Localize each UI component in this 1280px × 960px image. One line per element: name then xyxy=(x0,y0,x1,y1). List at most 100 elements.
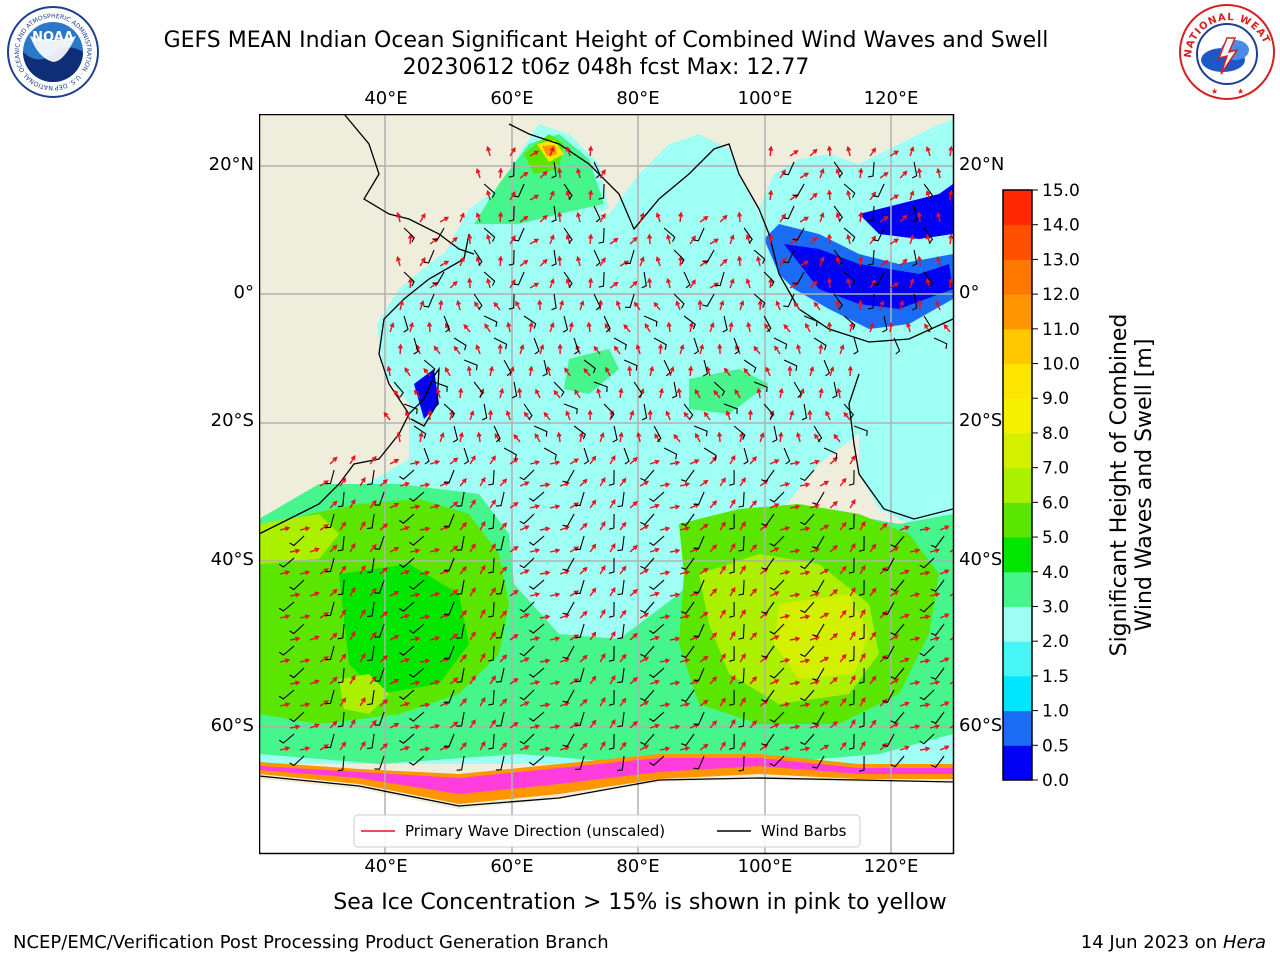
wind-barb xyxy=(399,733,415,744)
wave-arrow-head xyxy=(734,389,740,395)
wave-arrow-head xyxy=(394,591,400,596)
wave-arrow-head xyxy=(694,459,700,464)
wave-arrow-head xyxy=(632,280,638,286)
wave-arrow-head xyxy=(434,680,441,685)
wave-arrow-head xyxy=(350,542,356,549)
wind-barb xyxy=(663,359,671,377)
wind-barb xyxy=(640,733,655,746)
wind-barb xyxy=(495,711,505,727)
wave-arrow-head xyxy=(523,171,529,177)
wave-arrow-head xyxy=(784,746,791,751)
wave-arrow xyxy=(809,680,819,685)
wave-arrow-head xyxy=(475,256,481,262)
wave-arrow xyxy=(369,632,377,641)
wave-arrow-head xyxy=(924,658,931,664)
wind-barb xyxy=(812,491,825,505)
wave-arrow-head xyxy=(735,344,740,350)
wave-arrow xyxy=(509,458,518,465)
wave-arrow-head xyxy=(438,299,444,306)
wave-arrow xyxy=(918,169,921,179)
wave-arrow xyxy=(899,301,904,311)
wave-arrow-head xyxy=(774,679,780,684)
wave-arrow-head xyxy=(476,431,482,438)
wave-arrow xyxy=(669,725,680,729)
wind-barb xyxy=(813,425,823,442)
wind-barb xyxy=(783,249,795,264)
wave-arrow-head xyxy=(860,740,866,747)
wind-barb xyxy=(551,249,557,267)
colorbar-swatch xyxy=(1003,398,1032,434)
lon-label-top: 80°E xyxy=(616,88,660,109)
wave-arrow-head xyxy=(505,410,511,416)
wind-barb xyxy=(367,733,375,750)
wave-arrow xyxy=(579,655,588,663)
wave-arrow-head xyxy=(491,631,496,637)
wind-barb xyxy=(681,645,695,659)
wave-arrow-head xyxy=(397,343,403,349)
colorbar-tick-label: 9.0 xyxy=(1042,389,1069,409)
wave-arrow-head xyxy=(596,387,602,394)
wave-arrow-head xyxy=(466,365,472,372)
wave-arrow xyxy=(479,741,486,751)
wave-arrow xyxy=(654,434,661,443)
wave-arrow-head xyxy=(654,723,660,729)
date-value: 14 Jun 2023 on xyxy=(1080,932,1223,953)
wind-barb xyxy=(403,271,415,287)
wave-arrow-head xyxy=(332,676,338,682)
wave-arrow-head xyxy=(414,724,421,730)
wave-arrow xyxy=(749,720,757,729)
wave-arrow xyxy=(487,191,491,201)
colorbar-swatch xyxy=(1003,294,1032,330)
wave-arrow-head xyxy=(394,459,400,464)
wave-arrow xyxy=(699,524,708,531)
wave-arrow-head xyxy=(643,524,650,530)
wave-arrow-head xyxy=(491,455,496,461)
wave-arrow xyxy=(619,566,627,575)
wave-arrow-head xyxy=(557,255,563,261)
wave-arrow-head xyxy=(697,299,703,305)
wave-arrow-head xyxy=(549,190,555,196)
wind-barb xyxy=(562,733,575,747)
wave-arrow xyxy=(439,216,449,223)
wave-arrow xyxy=(349,543,356,553)
wave-arrow-head xyxy=(404,657,411,663)
wave-arrow xyxy=(719,742,726,751)
wind-barb xyxy=(625,293,635,308)
wave-arrow-head xyxy=(860,564,866,571)
wave-arrow-head xyxy=(909,190,915,196)
wave-arrow-head xyxy=(639,388,645,394)
wave-arrow-head xyxy=(582,478,588,484)
wind-barb xyxy=(493,337,508,350)
wave-arrow-head xyxy=(341,477,347,483)
wave-arrow-head xyxy=(658,387,664,394)
wave-arrow-head xyxy=(394,723,400,728)
wave-arrow-head xyxy=(537,299,543,305)
wave-arrow xyxy=(819,744,829,751)
wave-arrow xyxy=(639,656,649,663)
wave-arrow-head xyxy=(924,570,931,576)
wave-arrow xyxy=(419,571,430,575)
wave-arrow xyxy=(449,633,458,641)
wave-arrow-head xyxy=(341,697,347,703)
wave-arrow xyxy=(679,256,682,267)
wind-barb xyxy=(729,733,735,750)
wave-arrow xyxy=(519,216,528,223)
wave-arrow-head xyxy=(814,503,820,509)
wave-arrow-head xyxy=(471,631,476,637)
wind-barb xyxy=(640,645,655,658)
wave-arrow xyxy=(399,614,409,619)
wave-arrow-head xyxy=(284,614,291,620)
wave-arrow-head xyxy=(565,410,571,416)
wind-barb xyxy=(673,293,685,309)
wave-arrow xyxy=(619,432,623,443)
wave-arrow xyxy=(789,593,800,597)
wave-arrow-head xyxy=(557,211,563,217)
wave-arrow xyxy=(549,725,560,729)
wave-arrow-head xyxy=(414,636,421,642)
wind-barb xyxy=(693,755,705,770)
wave-arrow xyxy=(436,389,441,399)
wave-arrow xyxy=(706,367,711,377)
wave-arrow-head xyxy=(480,520,486,527)
wave-arrow-head xyxy=(491,719,496,725)
wave-arrow xyxy=(859,565,866,575)
